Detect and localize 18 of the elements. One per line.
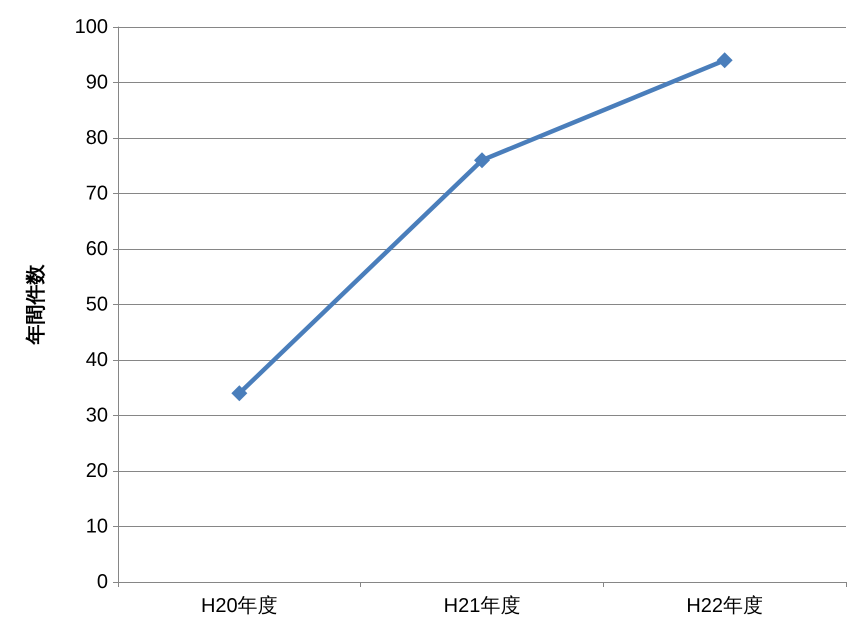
y-axis-title: 年間件数 xyxy=(25,264,47,346)
point xyxy=(474,152,490,168)
point xyxy=(716,52,733,68)
y-tick-label: 80 xyxy=(86,127,108,149)
y-tick-label: 70 xyxy=(86,182,108,204)
x-tick-label: H22年度 xyxy=(686,595,764,617)
y-tick-label: 50 xyxy=(86,294,108,316)
y-tick-label: 100 xyxy=(74,16,108,38)
y-tick-label: 30 xyxy=(86,404,108,426)
y-tick-label: 10 xyxy=(86,516,108,538)
y-tick-label: 20 xyxy=(86,460,108,482)
y-tick-label: 40 xyxy=(86,349,108,371)
y-tick-label: 90 xyxy=(86,72,108,94)
point xyxy=(231,385,248,402)
y-tick-label: 0 xyxy=(96,571,108,593)
y-tick-label: 60 xyxy=(86,238,108,260)
x-tick-label: H20年度 xyxy=(200,595,278,617)
x-tick-label: H21年度 xyxy=(444,595,520,617)
